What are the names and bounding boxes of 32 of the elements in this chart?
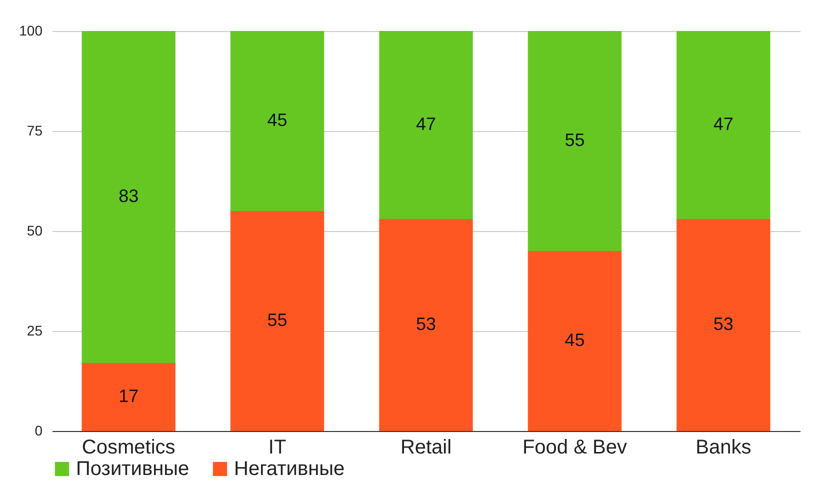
bar <box>676 31 770 219</box>
data-label: 45 <box>267 110 288 130</box>
y-tick-label: 100 <box>19 22 43 38</box>
data-label: 53 <box>713 314 734 334</box>
x-tick-label: Cosmetics <box>82 436 176 458</box>
x-tick-label: IT <box>268 436 286 458</box>
data-label: 83 <box>118 186 139 206</box>
bar <box>230 211 324 431</box>
bar <box>82 31 176 363</box>
x-tick-label: Food & Bev <box>522 436 627 458</box>
x-tick-label: Banks <box>696 436 752 458</box>
bar <box>528 31 622 251</box>
legend-label: Позитивные <box>76 458 190 480</box>
bar <box>379 219 473 431</box>
bar <box>230 31 324 211</box>
bar <box>676 219 770 431</box>
data-label: 45 <box>564 330 585 350</box>
bar <box>528 251 622 431</box>
x-tick-label: Retail <box>400 436 452 458</box>
data-label: 55 <box>564 130 585 150</box>
bar <box>379 31 473 219</box>
data-label: 47 <box>416 114 436 134</box>
legend-label: Негативные <box>234 458 345 480</box>
bar <box>82 363 176 431</box>
data-label: 17 <box>118 386 139 406</box>
y-tick-label: 0 <box>34 422 43 438</box>
y-tick-label: 50 <box>26 222 43 238</box>
data-label: 47 <box>713 114 734 134</box>
y-tick-label: 25 <box>26 322 43 338</box>
data-label: 53 <box>416 314 436 334</box>
y-tick-label: 75 <box>26 122 43 138</box>
data-label: 55 <box>267 310 288 330</box>
